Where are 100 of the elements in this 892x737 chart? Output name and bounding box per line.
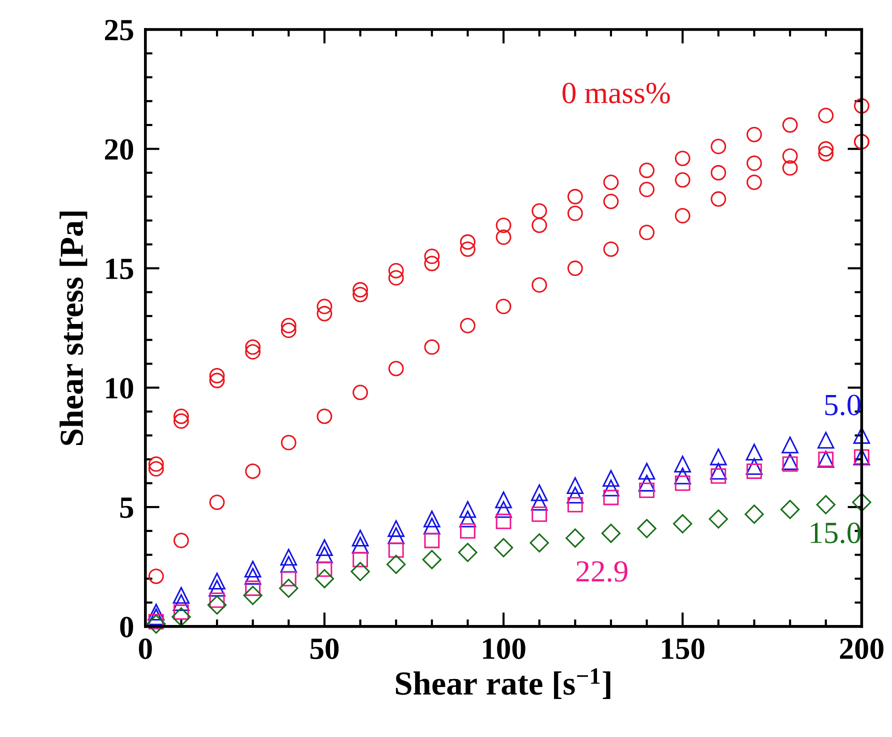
point <box>316 408 332 424</box>
point <box>279 578 298 598</box>
point <box>243 586 262 606</box>
point <box>567 188 583 204</box>
point <box>174 532 189 548</box>
point <box>637 518 656 538</box>
point <box>532 218 548 233</box>
point <box>352 530 369 546</box>
point <box>639 182 654 198</box>
point <box>316 306 332 322</box>
point <box>853 427 870 444</box>
point <box>352 286 368 302</box>
point <box>316 561 332 577</box>
point <box>314 569 334 588</box>
point <box>424 248 440 264</box>
point <box>639 162 654 178</box>
point <box>780 500 800 520</box>
point <box>674 150 690 166</box>
point <box>532 506 548 522</box>
point <box>245 339 261 355</box>
point <box>638 474 656 492</box>
point <box>245 464 261 479</box>
point <box>782 160 798 176</box>
point <box>174 413 189 429</box>
point <box>244 568 262 585</box>
point <box>424 510 440 528</box>
x-tick-label: 0 <box>138 638 152 660</box>
point <box>708 509 728 529</box>
point <box>495 501 512 518</box>
point <box>567 206 583 222</box>
point <box>244 560 262 578</box>
point <box>852 492 872 512</box>
point <box>494 538 514 558</box>
point <box>639 482 654 498</box>
point <box>710 468 726 484</box>
point <box>530 533 549 552</box>
x-axis-title: Shear rate [s$^{−1}$] <box>396 668 610 699</box>
point <box>148 604 165 621</box>
point <box>146 614 166 634</box>
series-label: 0 mass% <box>562 82 670 104</box>
point <box>148 456 164 472</box>
point <box>674 456 692 472</box>
point <box>316 539 333 556</box>
point <box>673 514 692 534</box>
point <box>782 453 798 470</box>
point <box>710 448 727 466</box>
point <box>460 241 476 257</box>
point <box>746 464 762 479</box>
y-tick-label: 20 <box>105 139 134 160</box>
point <box>458 542 478 562</box>
point <box>674 468 692 484</box>
point <box>352 384 368 400</box>
point <box>818 146 834 162</box>
point <box>424 532 440 548</box>
point <box>639 224 654 240</box>
point <box>280 570 296 586</box>
point <box>746 458 763 475</box>
point <box>567 260 583 276</box>
point <box>603 241 619 257</box>
point <box>496 298 512 314</box>
point <box>674 475 690 491</box>
point <box>209 494 225 510</box>
point <box>388 270 404 286</box>
point <box>172 594 190 611</box>
point <box>532 203 548 219</box>
point <box>530 484 548 502</box>
point <box>424 339 440 355</box>
point <box>710 462 727 480</box>
point <box>782 456 798 472</box>
point <box>350 562 370 582</box>
series-label: 5.0 <box>825 394 861 416</box>
point <box>148 568 164 584</box>
point <box>566 528 585 548</box>
point <box>459 510 476 528</box>
point <box>280 322 296 338</box>
point <box>495 491 512 508</box>
point <box>460 523 476 539</box>
point <box>280 434 296 450</box>
series-label: 15.0 <box>810 522 861 544</box>
point <box>148 608 165 626</box>
point <box>532 277 548 293</box>
point <box>460 318 476 334</box>
point <box>208 572 226 590</box>
point <box>638 462 656 480</box>
y-tick-label: 15 <box>106 258 134 280</box>
point <box>566 477 584 494</box>
y-tick-label: 0 <box>120 616 134 638</box>
point <box>744 504 764 524</box>
y-tick-label: 5 <box>120 498 134 518</box>
point <box>280 556 298 573</box>
point <box>566 486 584 504</box>
point <box>854 98 870 114</box>
point <box>352 282 368 298</box>
x-tick-label: 100 <box>483 638 526 660</box>
point <box>496 514 512 530</box>
point <box>388 542 404 558</box>
series-label: 22.9 <box>576 561 628 582</box>
point <box>280 548 298 566</box>
point <box>603 174 619 190</box>
point <box>602 480 620 496</box>
